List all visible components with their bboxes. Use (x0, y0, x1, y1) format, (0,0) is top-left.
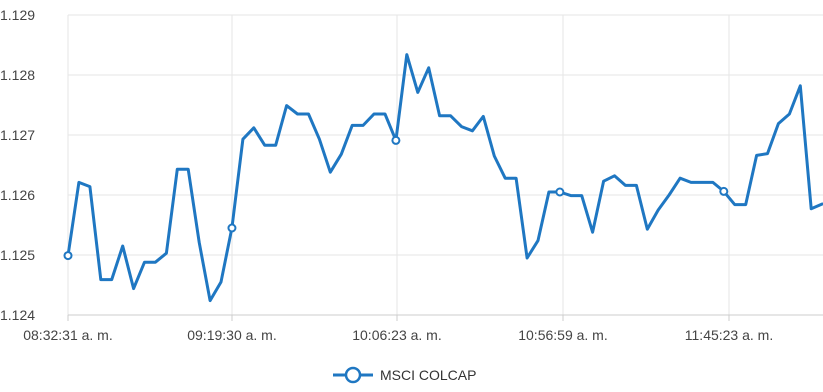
x-tick-label: 09:19:30 a. m. (187, 327, 277, 343)
series-point-marker[interactable] (719, 186, 729, 196)
axes: 1.124 1.125 1.126 1.127 1.128 1.129 08:32:31 … (0, 7, 823, 343)
legend[interactable]: MSCI COLCAP (333, 366, 476, 384)
series-point-marker[interactable] (391, 135, 401, 145)
x-axis-tick-labels: 08:32:31 a. m. 09:19:30 a. m. 10:06:23 a. … (23, 327, 773, 343)
grid-lines (67, 14, 823, 321)
y-tick-label: 1.129 (0, 7, 35, 23)
y-axis-tick-labels: 1.124 1.125 1.126 1.127 1.128 1.129 (0, 7, 35, 323)
series-point-marker[interactable] (63, 251, 73, 261)
series-layer (63, 53, 823, 303)
x-tick-label: 10:06:23 a. m. (352, 327, 442, 343)
x-tick-label: 08:32:31 a. m. (23, 327, 113, 343)
y-tick-label: 1.127 (0, 127, 35, 143)
series-line-msci-colcap[interactable] (66, 53, 823, 303)
y-tick-label: 1.128 (0, 67, 35, 83)
legend-series-marker-icon (344, 366, 362, 384)
series-point-marker[interactable] (555, 187, 565, 197)
series-point-marker[interactable] (227, 223, 237, 233)
legend-series-label: MSCI COLCAP (380, 367, 476, 383)
y-tick-label: 1.126 (0, 187, 35, 203)
y-tick-label: 1.125 (0, 247, 35, 263)
y-tick-label: 1.124 (0, 307, 35, 323)
x-tick-label: 11:45:23 a. m. (685, 327, 773, 343)
x-tick-label: 10:56:59 a. m. (518, 327, 608, 343)
